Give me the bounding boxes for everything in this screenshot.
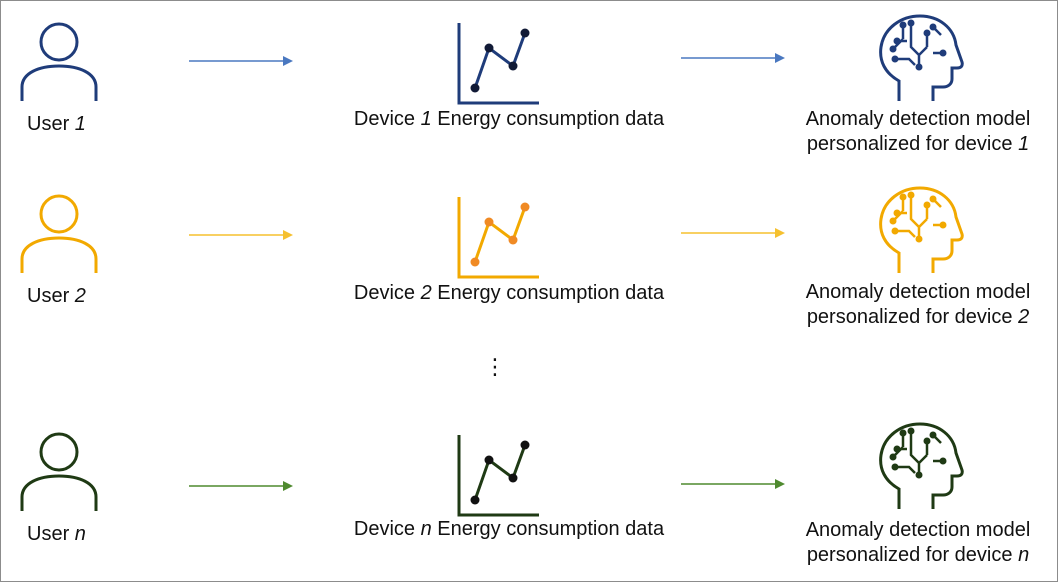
- device-label-text: Device: [353, 518, 416, 540]
- arrow-device-to-model: [681, 53, 785, 63]
- arrow-user-to-device: [189, 481, 293, 491]
- ai-head-icon: [879, 14, 964, 101]
- device-label-text: Device: [353, 282, 416, 304]
- device-label-text: Device: [353, 108, 416, 130]
- user-label: User 2: [27, 285, 147, 308]
- line-chart-icon: [457, 23, 539, 105]
- model-label-line2-text: personalized for device: [806, 306, 1013, 328]
- row-device-n: User n Device n Energy consumption data: [1, 1, 1057, 566]
- model-label-line2: personalized for device 1: [778, 132, 1058, 157]
- model-index: 1: [1018, 133, 1030, 155]
- model-label-line2: personalized for device 2: [778, 305, 1058, 330]
- device-label-suffix: Energy consumption data: [437, 108, 665, 130]
- arrow-device-to-model: [681, 228, 785, 238]
- model-label: Anomaly detection model personalized for…: [778, 280, 1058, 330]
- user-icon: [20, 432, 98, 511]
- model-label-line2-text: personalized for device: [806, 544, 1013, 566]
- line-chart-icon: [457, 197, 539, 279]
- arrow-user-to-device: [189, 230, 293, 240]
- user-label-text: User: [27, 113, 70, 135]
- model-label-line1: Anomaly detection model: [805, 281, 1031, 303]
- vertical-ellipsis: ⋮: [484, 354, 506, 379]
- device-index: n: [420, 518, 432, 540]
- user-label-text: User: [27, 523, 70, 545]
- ai-head-icon: [879, 186, 964, 273]
- user-label: User n: [27, 523, 147, 546]
- row-device-1: User 1 Device 1 Energy consumption data: [1, 1, 1057, 191]
- user-index: 2: [74, 285, 86, 307]
- device-label: Device 2 Energy consumption data: [309, 282, 709, 305]
- device-label: Device 1 Energy consumption data: [309, 108, 709, 131]
- model-index: n: [1018, 544, 1030, 566]
- model-label-line2-text: personalized for device: [806, 133, 1013, 155]
- user-icon: [20, 22, 98, 101]
- line-chart-icon: [457, 435, 539, 517]
- arrow-user-to-device: [189, 56, 293, 66]
- arrow-device-to-model: [681, 479, 785, 489]
- user-index: 1: [74, 113, 86, 135]
- user-icon: [20, 194, 98, 273]
- device-index: 1: [420, 108, 432, 130]
- device-label-suffix: Energy consumption data: [437, 282, 665, 304]
- device-label-suffix: Energy consumption data: [437, 518, 665, 540]
- user-index: n: [74, 523, 86, 545]
- model-label-line2: personalized for device n: [778, 543, 1058, 568]
- user-label: User 1: [27, 113, 147, 136]
- device-index: 2: [420, 282, 432, 304]
- model-label-line1: Anomaly detection model: [805, 519, 1031, 541]
- user-label-text: User: [27, 285, 70, 307]
- row-device-2: User 2 Device 2 Energy consumption data: [1, 1, 1057, 328]
- device-label: Device n Energy consumption data: [309, 518, 709, 541]
- model-index: 2: [1018, 306, 1030, 328]
- model-label: Anomaly detection model personalized for…: [778, 518, 1058, 568]
- model-label-line1: Anomaly detection model: [805, 108, 1031, 130]
- model-label: Anomaly detection model personalized for…: [778, 107, 1058, 157]
- ai-head-icon: [879, 422, 964, 509]
